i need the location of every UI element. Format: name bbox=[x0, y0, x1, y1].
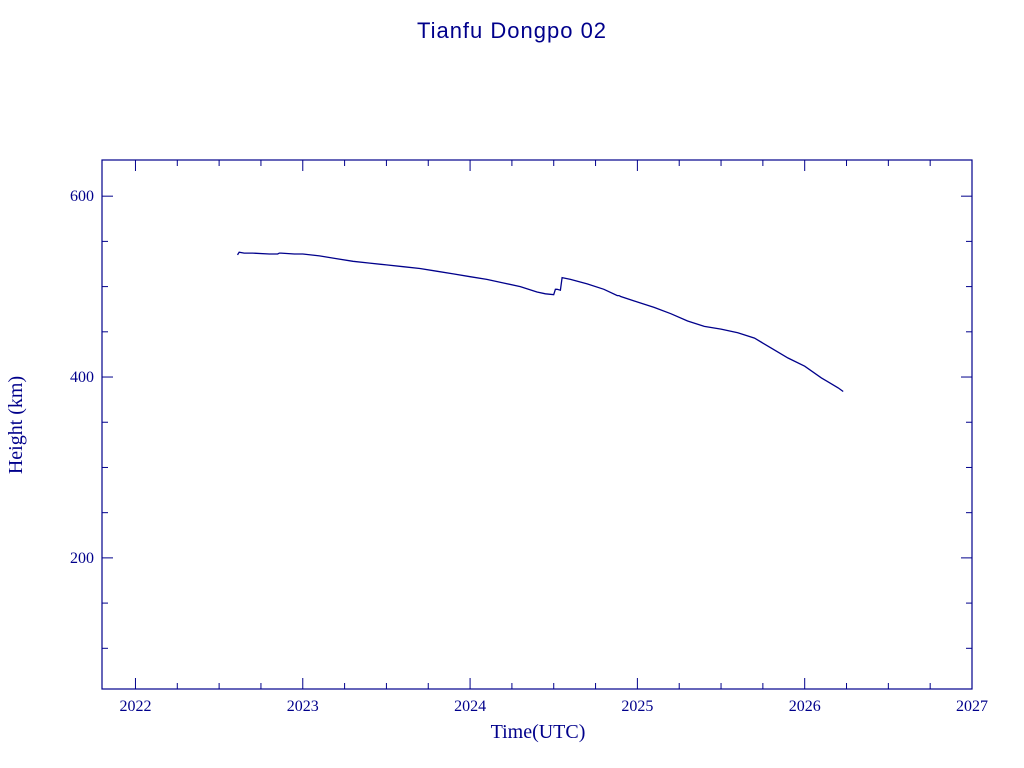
x-tick-label: 2026 bbox=[789, 698, 821, 715]
height-series-line bbox=[236, 251, 844, 393]
x-axis-ticks bbox=[134, 160, 973, 689]
x-tick-label: 2025 bbox=[621, 698, 653, 715]
x-tick-label: 2024 bbox=[454, 698, 486, 715]
plot-frame bbox=[101, 159, 973, 690]
x-tick-label: 2022 bbox=[119, 698, 151, 715]
y-tick-label: 600 bbox=[70, 188, 94, 205]
y-axis-label: Height (km) bbox=[5, 376, 27, 474]
chart-title: Tianfu Dongpo 02 bbox=[417, 18, 607, 43]
y-axis-tick-labels: 200 400 600 bbox=[70, 188, 94, 567]
x-tick-label: 2023 bbox=[287, 698, 319, 715]
y-axis-ticks bbox=[102, 195, 972, 649]
x-tick-label: 2027 bbox=[956, 698, 988, 715]
y-tick-label: 200 bbox=[70, 550, 94, 567]
x-axis-tick-labels: 2022 2023 2024 2025 2026 2027 bbox=[119, 698, 988, 715]
x-axis-label: Time(UTC) bbox=[491, 721, 586, 743]
y-tick-label: 400 bbox=[70, 369, 94, 386]
